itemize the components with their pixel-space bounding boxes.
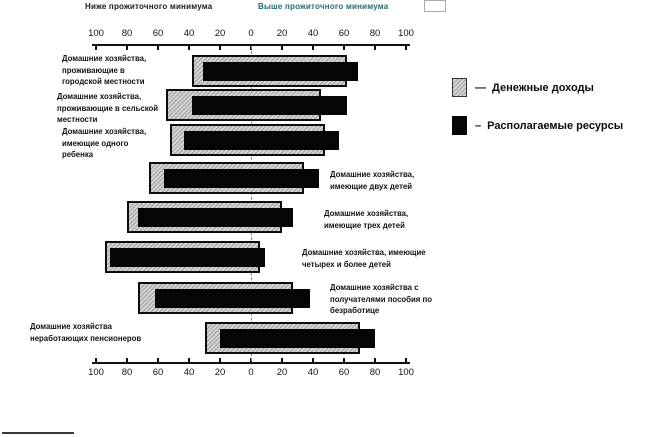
axis-tick-label: 60	[338, 28, 350, 39]
bottom-left-rule	[2, 432, 74, 434]
axis-tick-label: 20	[214, 28, 226, 39]
axis-line	[92, 362, 410, 364]
legend-dash: —	[475, 81, 486, 94]
bar-disposable-resources	[109, 247, 265, 267]
left-axis-title: Ниже прожиточного минимума	[85, 2, 213, 11]
bar-disposable-resources	[220, 328, 375, 348]
axis-tick-label: 20	[214, 367, 226, 378]
axis-tick-label: 0	[248, 367, 254, 378]
axis-tick	[374, 46, 376, 50]
axis-tick-label: 80	[369, 28, 381, 39]
axis-tick	[95, 358, 97, 362]
axis-tick	[405, 46, 407, 50]
axis-tick-label: 100	[398, 367, 414, 378]
axis-tick-label: 100	[88, 367, 104, 378]
bar-disposable-resources	[192, 95, 348, 115]
category-label: Домашние хозяйства, проживающие в сельск…	[57, 92, 159, 125]
axis-tick	[219, 358, 221, 362]
axis-tick-label: 60	[338, 367, 350, 378]
category-label: Домашние хозяйства, имеющие трех детей	[324, 209, 409, 230]
right-axis-title: Выше прожиточного минимума	[258, 2, 389, 11]
axis-tick-label: 40	[307, 28, 319, 39]
axis-tick-label: 20	[276, 367, 288, 378]
axis-tick	[374, 358, 376, 362]
axis-tick-label: 80	[369, 367, 381, 378]
money-income-swatch-icon	[452, 78, 467, 97]
bar-disposable-resources	[202, 61, 358, 81]
axis-tick-label: 40	[183, 367, 195, 378]
axis-tick	[281, 358, 283, 362]
legend-label-money-income: Денежные доходы	[492, 81, 594, 94]
axis-tick-label: 60	[152, 367, 164, 378]
axis-line	[92, 44, 410, 46]
axis-tick	[126, 358, 128, 362]
axis-tick	[95, 46, 97, 50]
legend-item-money-income: — Денежные доходы	[452, 78, 594, 97]
axis-tick	[126, 46, 128, 50]
axis-tick	[188, 46, 190, 50]
axis-tick	[157, 46, 159, 50]
category-label: Домашние хозяйства с получателями пособи…	[330, 283, 432, 316]
axis-tick	[219, 46, 221, 50]
axis-tick-label: 40	[183, 28, 195, 39]
legend-label-disposable-resources: Располагаемые ресурсы	[487, 119, 624, 132]
category-label: Домашние хозяйства, имеющие двух детей	[330, 170, 415, 191]
axis-tick-label: 80	[121, 28, 133, 39]
category-label: Домашние хозяйства, имеющие одного ребен…	[62, 127, 147, 160]
category-label: Домашние хозяйства, проживающие в городс…	[62, 54, 147, 87]
axis-tick-label: 100	[398, 28, 414, 39]
legend-item-disposable-resources: – Располагаемые ресурсы	[452, 116, 623, 135]
axis-tick	[343, 46, 345, 50]
axis-tick	[188, 358, 190, 362]
axis-tick	[343, 358, 345, 362]
axis-tick	[281, 46, 283, 50]
legend-dash: –	[475, 119, 482, 132]
axis-tick-label: 0	[248, 28, 254, 39]
bar-disposable-resources	[164, 168, 320, 188]
axis-tick	[157, 358, 159, 362]
axis-tick	[312, 358, 314, 362]
bar-disposable-resources	[137, 207, 293, 227]
axis-tick-label: 80	[121, 367, 133, 378]
bar-disposable-resources	[184, 130, 340, 150]
axis-tick-label: 60	[152, 28, 164, 39]
axis-tick-label: 40	[307, 367, 319, 378]
category-label: Домашние хозяйства, имеющие четырех и бо…	[302, 248, 426, 269]
axis-tick-label: 100	[88, 28, 104, 39]
axis-tick-label: 20	[276, 28, 288, 39]
scan-artifact-box	[424, 0, 446, 12]
axis-tick	[312, 46, 314, 50]
category-label: Домашние хозяйства неработающих пенсионе…	[30, 322, 142, 343]
bar-disposable-resources	[154, 288, 310, 308]
axis-tick	[405, 358, 407, 362]
disposable-resources-swatch-icon	[452, 116, 467, 135]
